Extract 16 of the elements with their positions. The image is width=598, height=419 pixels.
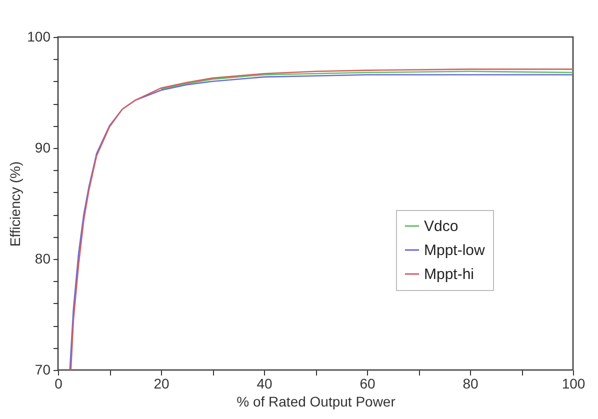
x-axis-title: % of Rated Output Power [236, 394, 396, 410]
x-tick-label: 100 [562, 376, 586, 392]
x-tick-label: 20 [154, 376, 170, 392]
y-tick-label: 90 [34, 140, 51, 156]
x-tick-label: 60 [360, 376, 376, 392]
legend-label: Mppt-low [424, 242, 486, 259]
line-series [160, 70, 573, 90]
legend-label: Vdco [424, 218, 458, 235]
y-tick-label: 100 [27, 28, 51, 44]
x-tick-label: 80 [462, 376, 478, 392]
x-tick-label: 0 [54, 376, 63, 392]
y-axis-title: Efficiency (%) [7, 161, 24, 247]
y-tick-label: 80 [34, 250, 51, 266]
x-tick-label: 40 [256, 376, 272, 392]
legend-label: Mppt-hi [424, 266, 474, 283]
y-tick-label: 70 [34, 362, 51, 378]
